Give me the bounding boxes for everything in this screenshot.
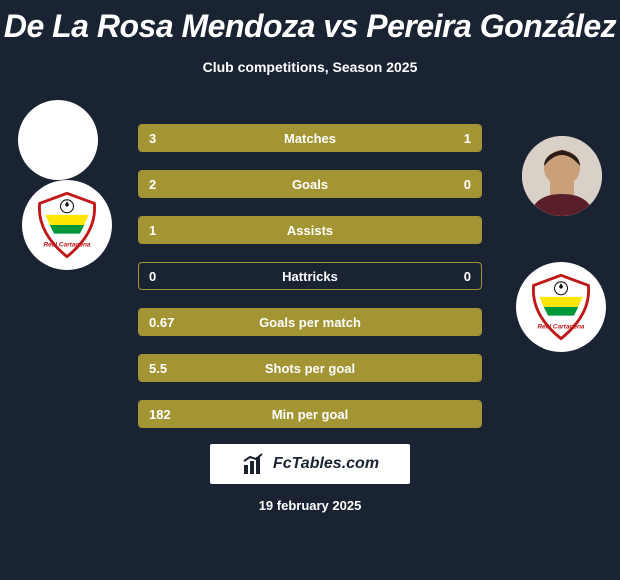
stat-row: 3Matches1 [138,124,482,152]
stat-row: 182Min per goal [138,400,482,428]
stat-label: Goals per match [139,315,481,330]
stat-label: Shots per goal [139,361,481,376]
player-right-club-badge: Real Cartagena [516,262,606,352]
player-left-avatar [18,100,98,180]
avatar-placeholder-icon [18,100,98,180]
stat-label: Matches [139,131,481,146]
stat-label: Min per goal [139,407,481,422]
watermark: FcTables.com [210,444,410,484]
stat-label: Hattricks [139,269,481,284]
stat-label: Goals [139,177,481,192]
stat-right-value: 0 [464,177,471,192]
avatar-person-icon [522,136,602,216]
stat-row: 1Assists [138,216,482,244]
stat-row: 0.67Goals per match [138,308,482,336]
stat-right-value: 1 [464,131,471,146]
page-title: De La Rosa Mendoza vs Pereira González [0,0,620,45]
stat-row: 5.5Shots per goal [138,354,482,382]
svg-text:Real Cartagena: Real Cartagena [43,242,90,249]
subtitle: Club competitions, Season 2025 [0,59,620,75]
club-badge-icon: Real Cartagena [525,271,597,343]
chart-icon [241,451,267,477]
stat-row: 2Goals0 [138,170,482,198]
stat-right-value: 0 [464,269,471,284]
player-right-avatar [522,136,602,216]
date-label: 19 february 2025 [0,498,620,513]
club-badge-icon: Real Cartagena [31,189,103,261]
stat-label: Assists [139,223,481,238]
svg-text:Real Cartagena: Real Cartagena [537,324,584,331]
stat-row: 0Hattricks0 [138,262,482,290]
watermark-text: FcTables.com [273,455,379,473]
stats-container: 3Matches12Goals01Assists0Hattricks00.67G… [138,124,482,446]
player-left-club-badge: Real Cartagena [22,180,112,270]
